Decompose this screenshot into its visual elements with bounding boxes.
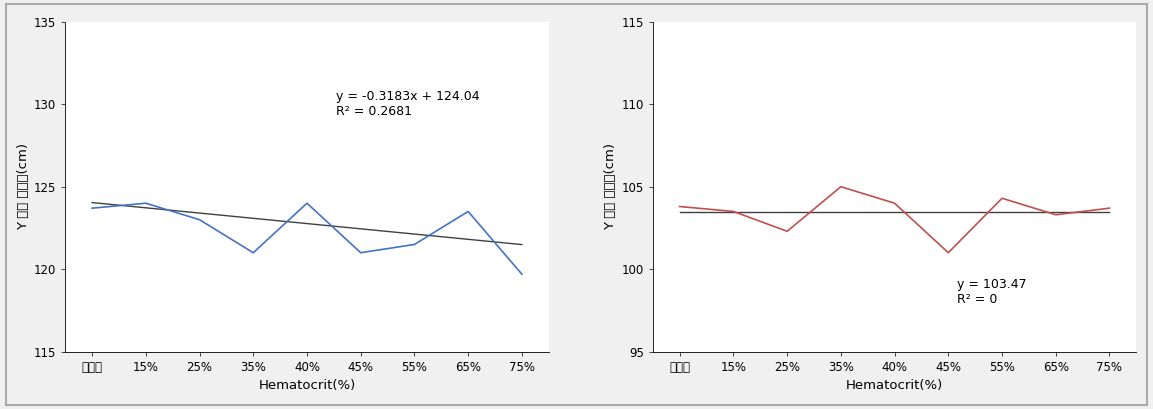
Y-axis label: Y 좌표 측정값(cm): Y 좌표 측정값(cm) (16, 143, 30, 230)
Text: y = 103.47
R² = 0: y = 103.47 R² = 0 (957, 279, 1027, 306)
X-axis label: Hematocrit(%): Hematocrit(%) (258, 379, 355, 392)
Text: y = -0.3183x + 124.04
R² = 0.2681: y = -0.3183x + 124.04 R² = 0.2681 (336, 90, 480, 118)
X-axis label: Hematocrit(%): Hematocrit(%) (846, 379, 943, 392)
Y-axis label: Y 좌표 측정값(cm): Y 좌표 측정값(cm) (604, 143, 617, 230)
